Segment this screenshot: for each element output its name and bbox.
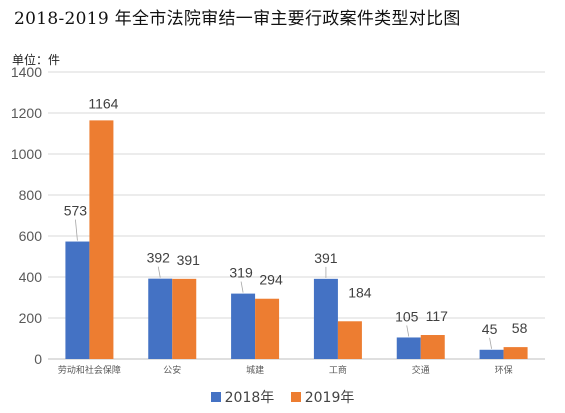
x-tick-label: 交通 — [412, 364, 430, 376]
data-label-2019: 184 — [348, 284, 372, 300]
data-label-leader — [240, 281, 244, 293]
bar-2018 — [313, 278, 338, 359]
bar-2019 — [255, 298, 280, 359]
bar-2019 — [172, 278, 197, 359]
bar-2018 — [65, 241, 90, 359]
data-label-2019: 117 — [426, 308, 449, 324]
legend: 2018年 2019年 — [0, 387, 565, 407]
legend-label-2018: 2018年 — [224, 390, 275, 406]
y-tick-label: 1000 — [11, 146, 42, 162]
unit-label: 单位：件 — [12, 53, 61, 67]
data-label-2018: 392 — [147, 250, 171, 266]
data-label-2019: 391 — [177, 252, 201, 268]
data-label-2019: 58 — [512, 320, 528, 336]
x-tick-label: 劳动和社会保障 — [58, 364, 121, 376]
data-label-leader — [489, 337, 492, 349]
data-label-2018: 105 — [395, 308, 419, 324]
data-label-leader — [406, 325, 410, 337]
bar-2018 — [396, 337, 421, 359]
y-tick-label: 800 — [19, 187, 43, 203]
y-tick-label: 200 — [19, 310, 43, 326]
bar-2018 — [148, 278, 173, 359]
data-label-leader — [75, 219, 78, 241]
bar-2019 — [420, 335, 445, 359]
legend-swatch-2019 — [290, 392, 301, 402]
bar-2018 — [479, 349, 504, 359]
legend-swatch-2018 — [210, 392, 221, 402]
y-tick-label: 1400 — [11, 64, 42, 80]
y-tick-label: 400 — [19, 269, 43, 285]
data-label-2018: 45 — [482, 321, 498, 337]
bar-2018 — [231, 293, 256, 359]
chart-title: 2018-2019 年全市法院审结一审主要行政案件类型对比图 — [14, 9, 461, 29]
data-label-2019: 1164 — [88, 95, 118, 111]
y-tick-label: 1200 — [11, 105, 42, 121]
data-label-2018: 391 — [314, 250, 338, 266]
x-tick-label: 工商 — [329, 364, 347, 376]
x-tick-label: 环保 — [495, 364, 513, 376]
data-label-leader — [157, 266, 161, 278]
legend-item-2018: 2018年 — [210, 387, 275, 407]
y-tick-label: 0 — [34, 351, 42, 367]
legend-label-2019: 2019年 — [304, 390, 355, 406]
data-label-2019: 294 — [259, 272, 283, 288]
x-tick-label: 城建 — [246, 364, 264, 376]
data-label-2018: 319 — [229, 265, 253, 281]
bar-2019 — [337, 321, 362, 359]
y-tick-label: 600 — [19, 228, 43, 244]
legend-item-2019: 2019年 — [290, 387, 355, 407]
x-tick-label: 公安 — [163, 364, 181, 376]
data-label-2018: 573 — [64, 203, 88, 219]
bar-2019 — [503, 347, 528, 359]
bar-2019 — [89, 120, 114, 359]
